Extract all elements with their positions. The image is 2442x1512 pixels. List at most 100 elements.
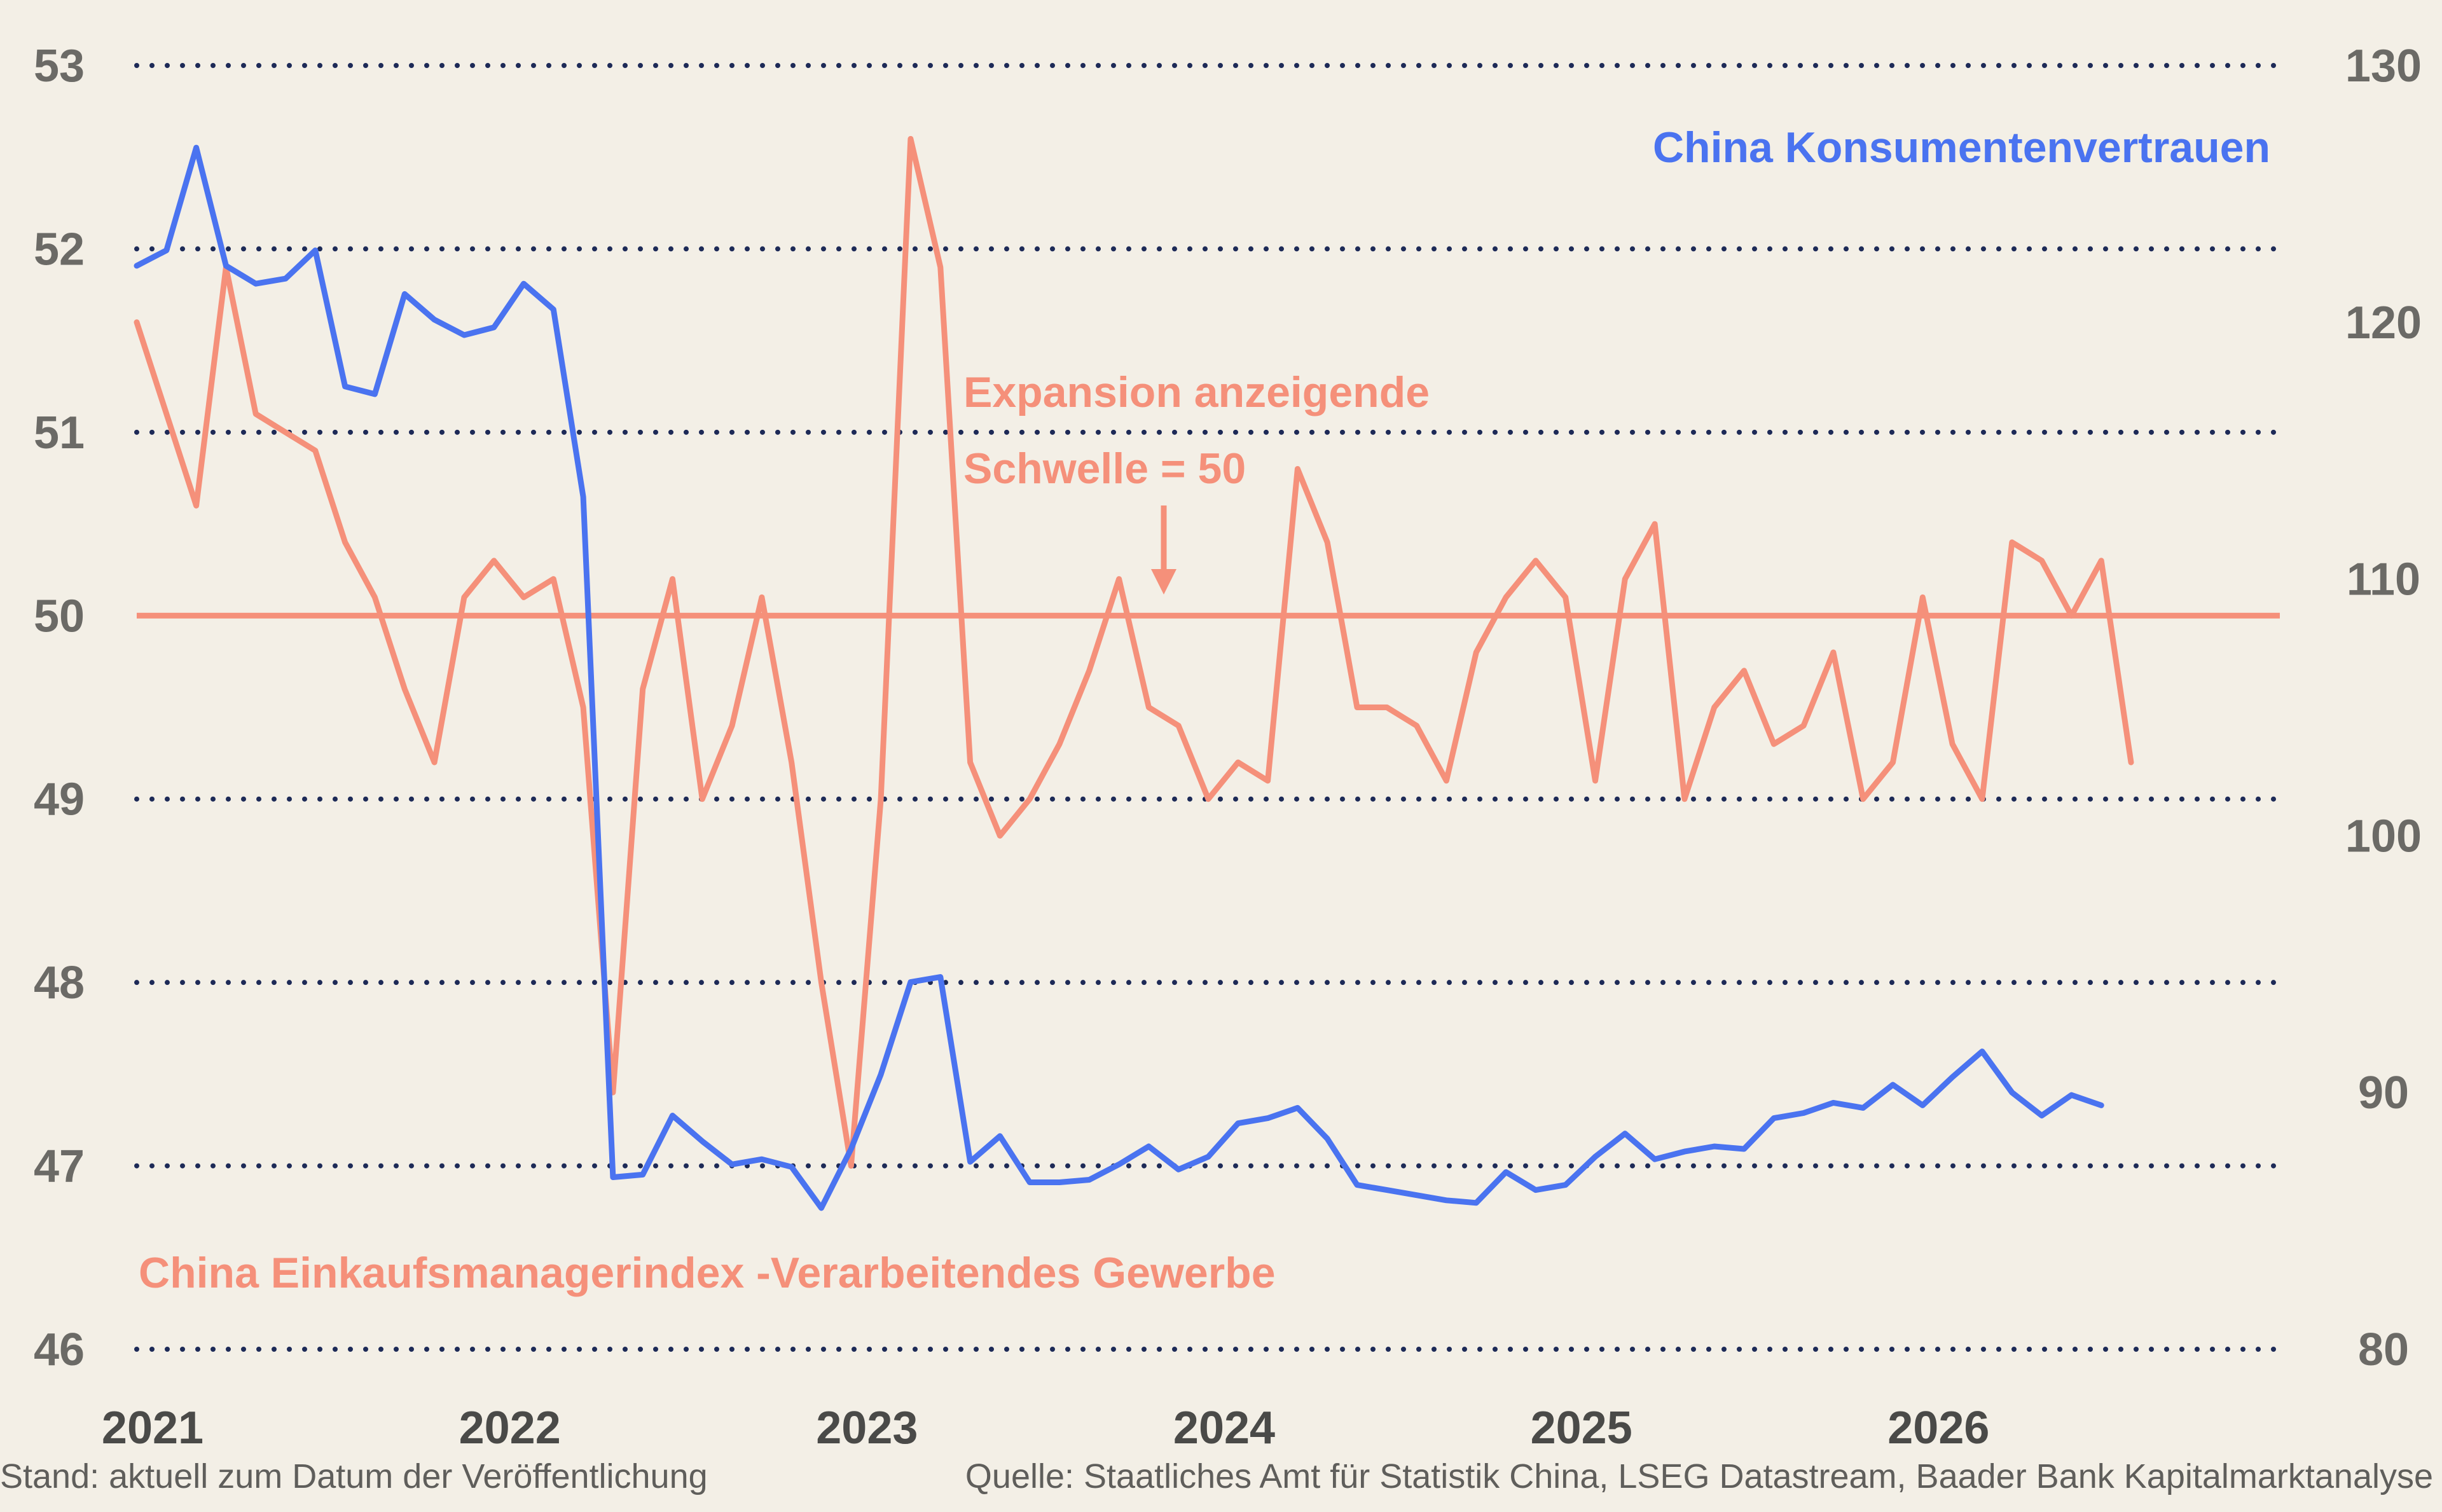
left-tick-52: 52 (34, 224, 85, 275)
pmi-point-57 (1833, 652, 1834, 653)
pmi-point-27 (940, 266, 941, 268)
consumer-point-56 (1803, 1113, 1804, 1114)
x-tick-2025: 2025 (1531, 1403, 1632, 1454)
pmi-point-16 (612, 1092, 614, 1093)
left-tick-51: 51 (34, 408, 85, 458)
right-tick-100: 100 (2345, 811, 2422, 862)
pmi-point-53 (1714, 707, 1715, 708)
consumer-point-38 (1267, 1118, 1269, 1119)
series-label-pmi: China Einkaufsmanagerindex -Verarbeitend… (139, 1249, 1276, 1297)
pmi-point-46 (1505, 596, 1507, 598)
pmi-point-34 (1148, 707, 1149, 708)
consumer-point-2 (196, 147, 197, 148)
consumer-point-12 (493, 327, 495, 328)
pmi-point-49 (1595, 780, 1596, 781)
pmi-point-50 (1624, 579, 1625, 580)
consumer-point-64 (2041, 1115, 2043, 1117)
consumer-point-35 (1178, 1169, 1179, 1170)
pmi-point-60 (1922, 596, 1923, 598)
pmi-point-33 (1119, 579, 1120, 580)
x-tick-2021: 2021 (102, 1403, 204, 1454)
footer-source: Quelle: Staatliches Amt für Statistik Ch… (965, 1457, 2433, 1495)
series-line-consumer-confidence (134, 144, 2104, 1211)
pmi-point-31 (1059, 743, 1060, 745)
pmi-point-11 (464, 596, 465, 598)
consumer-point-65 (2071, 1094, 2072, 1096)
consumer-point-47 (1535, 1190, 1536, 1191)
pmi-point-23 (821, 982, 822, 983)
consumer-point-7 (345, 386, 346, 387)
consumer-point-52 (1684, 1151, 1685, 1152)
consumer-point-18 (672, 1115, 673, 1117)
consumer-point-59 (1893, 1084, 1894, 1085)
pmi-point-56 (1803, 725, 1804, 726)
pmi-point-52 (1684, 799, 1685, 800)
consumer-point-58 (1863, 1107, 1864, 1108)
consumer-point-27 (940, 977, 941, 978)
left-tick-53: 53 (34, 41, 85, 92)
consumer-point-60 (1922, 1104, 1923, 1106)
left-tick-50: 50 (34, 591, 85, 642)
consumer-point-32 (1089, 1179, 1090, 1181)
consumer-point-39 (1297, 1107, 1298, 1108)
pmi-point-64 (2041, 560, 2043, 561)
right-tick-110: 110 (2347, 554, 2420, 605)
pmi-point-36 (1208, 799, 1209, 800)
consumer-point-37 (1238, 1123, 1239, 1124)
consumer-point-48 (1565, 1185, 1566, 1186)
x-tick-2023: 2023 (816, 1403, 918, 1454)
consumer-point-61 (1952, 1076, 1953, 1078)
pmi-point-2 (196, 505, 197, 506)
consumer-point-23 (821, 1207, 822, 1209)
pmi-point-67 (2130, 762, 2132, 763)
x-tick-2026: 2026 (1887, 1403, 1989, 1454)
consumer-point-15 (583, 496, 584, 497)
consumer-point-19 (701, 1141, 703, 1142)
consumer-point-29 (999, 1136, 1000, 1137)
pmi-point-15 (583, 707, 584, 708)
consumer-point-20 (731, 1164, 733, 1165)
consumer-point-31 (1059, 1182, 1060, 1183)
consumer-point-33 (1119, 1164, 1120, 1165)
consumer-point-57 (1833, 1102, 1834, 1103)
pmi-point-4 (255, 413, 256, 415)
consumer-points (136, 147, 2102, 1209)
consumer-point-9 (404, 293, 405, 294)
pmi-point-35 (1178, 725, 1179, 726)
pmi-point-24 (850, 1165, 852, 1167)
pmi-point-61 (1952, 743, 1953, 745)
consumer-point-13 (523, 283, 525, 284)
consumer-point-17 (642, 1174, 644, 1175)
left-tick-47: 47 (34, 1141, 85, 1192)
gridlines (134, 63, 2282, 1352)
consumer-point-6 (315, 250, 316, 251)
consumer-point-4 (255, 283, 256, 284)
consumer-point-49 (1595, 1156, 1596, 1157)
x-tick-2022: 2022 (459, 1403, 561, 1454)
pmi-point-55 (1773, 743, 1774, 745)
right-axis-ticks: 80 90 100 110 120 130 (2345, 41, 2422, 1375)
pmi-point-20 (731, 725, 733, 726)
pmi-point-7 (345, 542, 346, 543)
consumer-point-36 (1208, 1156, 1209, 1157)
consumer-point-62 (1982, 1051, 1983, 1052)
consumer-point-66 (2101, 1104, 2102, 1106)
consumer-point-11 (464, 334, 465, 336)
pmi-point-44 (1445, 780, 1447, 781)
consumer-point-43 (1416, 1195, 1418, 1196)
pmi-point-0 (136, 322, 137, 323)
consumer-point-16 (612, 1177, 614, 1178)
left-tick-46: 46 (34, 1324, 85, 1375)
pmi-point-40 (1327, 542, 1328, 543)
pmi-point-58 (1863, 799, 1864, 800)
consumer-point-14 (553, 309, 554, 310)
pmi-point-9 (404, 689, 405, 690)
consumer-point-42 (1386, 1190, 1388, 1191)
footer-stand: Stand: aktuell zum Datum der Veröffentli… (0, 1457, 708, 1495)
pmi-point-12 (493, 560, 495, 561)
right-tick-90: 90 (2358, 1068, 2409, 1118)
consumer-point-26 (910, 982, 911, 983)
pmi-point-38 (1267, 780, 1269, 781)
pmi-point-59 (1893, 762, 1894, 763)
pmi-point-14 (553, 579, 554, 580)
